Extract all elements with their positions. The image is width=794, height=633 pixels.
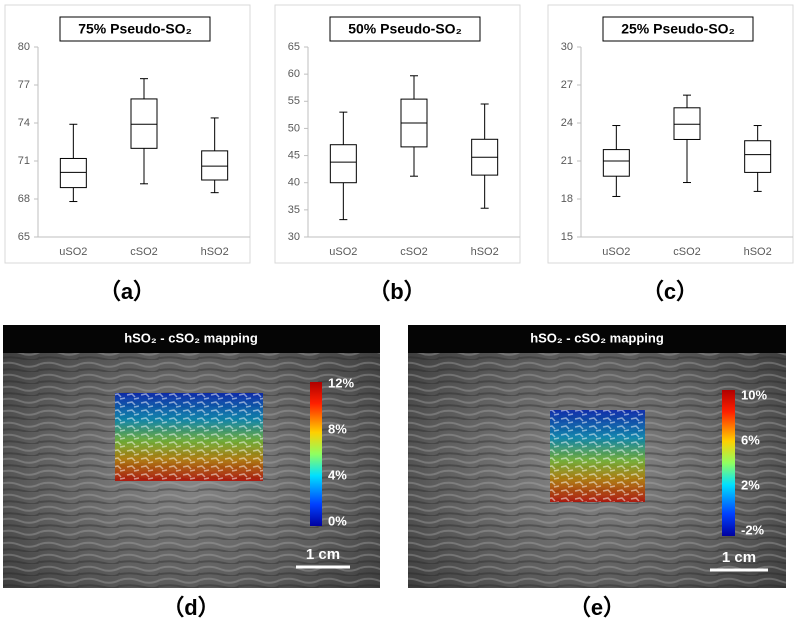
y-tick-label: 27 — [561, 79, 573, 91]
y-tick-label: 74 — [18, 117, 30, 129]
y-tick-label: 77 — [18, 79, 30, 91]
box — [130, 98, 158, 149]
chart-title: 75% Pseudo-SO₂ — [78, 21, 192, 37]
y-tick-label: 50 — [288, 122, 300, 134]
colorbar-tick-label: -2% — [741, 522, 765, 537]
y-tick-label: 45 — [288, 149, 300, 161]
panel-label: （b） — [368, 279, 425, 304]
x-tick-label: uSO2 — [329, 246, 357, 258]
x-tick-label: uSO2 — [602, 246, 630, 258]
colorbar-tick-label: 2% — [741, 477, 760, 492]
colorbar-tick-label: 6% — [741, 432, 760, 447]
y-tick-label: 18 — [561, 193, 573, 205]
colorbar — [722, 390, 735, 536]
box — [201, 150, 229, 181]
y-tick-label: 65 — [18, 231, 30, 243]
panel-border — [274, 4, 521, 264]
chart-panel: 75% Pseudo-SO₂ 65 68 71 74 77 80 uSO2 cSO2 hSO2 （a… — [4, 4, 251, 304]
box — [673, 107, 701, 140]
x-tick-label: cSO2 — [673, 246, 701, 258]
title-box — [329, 16, 481, 42]
scale-bar-label: 1 cm — [722, 549, 756, 566]
y-tick-label: 21 — [561, 155, 573, 167]
x-tick-label: cSO2 — [400, 246, 428, 258]
panel-border — [4, 4, 251, 264]
title-box — [59, 16, 211, 42]
mapping-texture — [115, 393, 263, 481]
image-title: hSO₂ - cSO₂ mapping — [530, 330, 664, 345]
panel-label: （c） — [642, 279, 698, 304]
y-tick-label: 60 — [288, 68, 300, 80]
chart-panel: 25% Pseudo-SO₂ 15 18 21 24 27 30 uSO2 cSO2 hSO2 （c… — [547, 4, 794, 304]
box — [602, 149, 630, 177]
colorbar-tick-label: 10% — [741, 387, 767, 402]
box — [744, 140, 772, 173]
panel-border — [547, 4, 794, 264]
ultrasound-image — [408, 325, 786, 588]
colorbar-tick-label: 8% — [328, 421, 347, 436]
x-tick-label: cSO2 — [130, 246, 158, 258]
colorbar-tick-label: 0% — [328, 513, 347, 528]
title-box — [602, 16, 754, 42]
image-panels — [3, 325, 786, 588]
scale-bar-label: 1 cm — [306, 546, 340, 563]
mapping-texture — [550, 410, 645, 502]
y-tick-label: 30 — [561, 41, 573, 53]
image-header — [408, 325, 786, 353]
y-tick-label: 15 — [561, 231, 573, 243]
x-tick-label: hSO2 — [471, 246, 499, 258]
y-tick-label: 30 — [288, 231, 300, 243]
x-tick-label: uSO2 — [59, 246, 87, 258]
y-tick-label: 68 — [18, 193, 30, 205]
x-tick-label: hSO2 — [744, 246, 772, 258]
panel-label: （e） — [569, 595, 625, 620]
image-header — [3, 325, 380, 353]
y-tick-label: 65 — [288, 41, 300, 53]
y-tick-label: 55 — [288, 95, 300, 107]
panel-label: （d） — [162, 595, 219, 620]
box — [59, 157, 87, 189]
y-tick-label: 71 — [18, 155, 30, 167]
y-tick-label: 80 — [18, 41, 30, 53]
colorbar — [310, 382, 322, 526]
chart-panel: 50% Pseudo-SO₂ 30 35 40 45 50 55 60 65 uSO2 cSO2 hS… — [274, 4, 521, 304]
colorbar-tick-label: 4% — [328, 467, 347, 482]
y-tick-label: 40 — [288, 177, 300, 189]
ultrasound-image — [3, 325, 380, 588]
chart-title: 25% Pseudo-SO₂ — [621, 21, 735, 37]
y-tick-label: 24 — [561, 117, 573, 129]
image-title: hSO₂ - cSO₂ mapping — [124, 330, 258, 345]
panel-label: （a） — [99, 279, 155, 304]
box — [329, 144, 357, 184]
y-tick-label: 35 — [288, 204, 300, 216]
colorbar-tick-label: 12% — [328, 375, 354, 390]
x-tick-label: hSO2 — [201, 246, 229, 258]
chart-title: 50% Pseudo-SO₂ — [348, 21, 462, 37]
